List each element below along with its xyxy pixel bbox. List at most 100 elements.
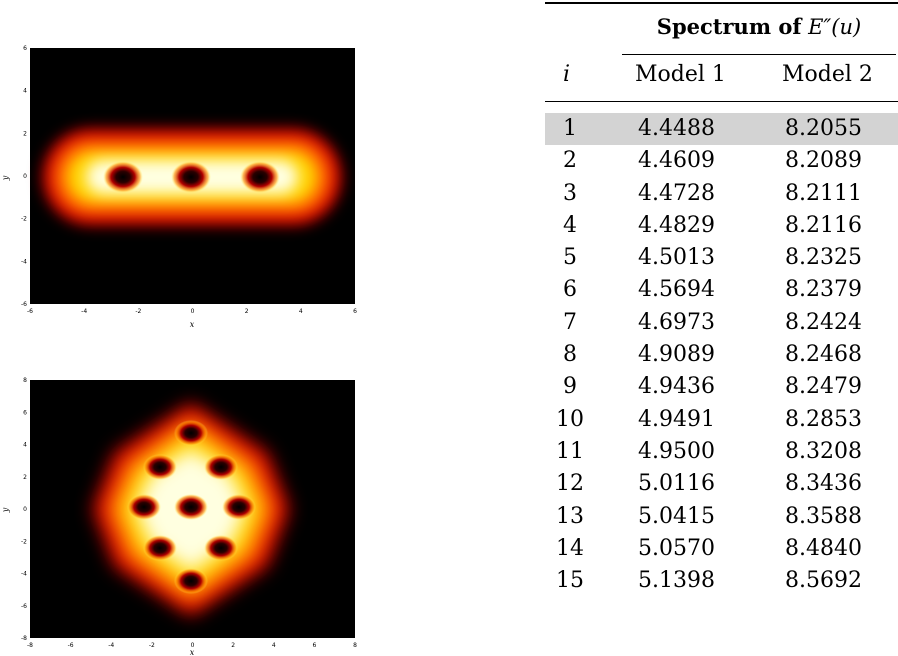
x-tick-label: -2 [135,308,141,315]
vortex [174,420,208,446]
cell-model2: 8.2853 [785,406,862,432]
heatmap-bottom: -8 -6 -4 -2 0 2 4 6 8 8 6 4 2 0 -2 -4 -6 -8 x y [0,372,360,656]
heatmap-top-svg: -6 -4 -2 0 2 4 6 6 4 2 0 -2 -4 -6 x y [1,45,357,329]
x-tick-label: 2 [231,642,235,649]
cell-index: 13 [556,503,584,529]
x-tick-label: 6 [312,642,316,649]
x-tick-label: -6 [27,308,33,315]
heatmap-top: -6 -4 -2 0 2 4 6 6 4 2 0 -2 -4 -6 x y [0,40,360,335]
y-tick-label: -4 [21,258,27,265]
vortex [174,568,208,594]
cell-index: 3 [563,180,577,206]
x-tick-label: -6 [68,642,74,649]
x-tick-label: 0 [191,642,195,649]
cell-index: 1 [563,116,577,141]
cell-model1: 5.0116 [638,471,715,497]
y-tick-label: -2 [21,538,27,545]
table-row: 9 4.9436 8.2479 [545,371,898,403]
y-tick-label: 2 [23,130,27,137]
heatmap-bottom-svg: -8 -6 -4 -2 0 2 4 6 8 8 6 4 2 0 -2 -4 -6 -8 x y [1,377,357,656]
table-row: 11 4.9500 8.3208 [545,436,898,468]
column-header-i: i [563,62,571,87]
cell-model1: 4.9491 [638,406,715,432]
table-row: 10 4.9491 8.2853 [545,404,898,436]
vortex [204,454,238,480]
y-tick-label: 0 [23,506,27,513]
x-tick-label: 4 [272,642,276,649]
y-axis-label: y [1,175,10,181]
table-row-highlighted: 1 4.4488 8.2055 [545,113,898,146]
cell-model2: 8.3588 [785,503,862,529]
y-tick-label: -6 [21,603,27,610]
cell-model1: 5.0570 [638,535,715,561]
table-row: 7 4.6973 8.2424 [545,307,898,339]
table-row: 15 5.1398 8.5692 [545,565,898,597]
y-tick-label: 2 [23,474,27,481]
x-tick-label: -8 [27,642,33,649]
x-tick-label: 2 [245,308,249,315]
x-tick-label: 0 [191,308,195,315]
table-row: 5 4.5013 8.2325 [545,242,898,274]
vortex [222,494,256,520]
x-tick-label: 8 [353,642,357,649]
cell-index: 15 [556,568,584,594]
y-tick-label: 4 [23,442,27,449]
y-tick-label: -8 [21,635,27,642]
cell-index: 6 [563,277,577,303]
table-row: 14 5.0570 8.4840 [545,533,898,565]
table-body: 1 4.4488 8.2055 2 4.4609 8.2089 3 4.4728 8.2111 4… [545,113,898,597]
cell-model2: 8.2116 [785,212,862,238]
group-title: Spectrum of [656,14,802,39]
cell-model2: 8.2479 [785,374,862,400]
cell-model1: 4.5694 [638,277,715,303]
vortex [103,161,143,193]
cell-model1: 4.9500 [638,438,715,464]
cell-model2: 8.3208 [785,438,862,464]
y-tick-label: -2 [21,216,27,223]
cell-model1: 5.1398 [638,568,715,594]
y-tick-label: -4 [21,571,27,578]
table-group-header: Spectrum of E″(u) [622,14,896,39]
cell-model2: 8.2325 [785,245,862,271]
vortex [240,161,280,193]
vortex [174,494,208,520]
cell-model1: 4.4488 [638,116,715,141]
vortex [204,535,238,561]
group-math: E″(u) [808,15,862,39]
x-axis-label: x [190,648,195,656]
cell-model1: 4.6973 [638,309,715,335]
y-tick-label: 6 [23,409,27,416]
cell-model2: 8.2055 [785,116,862,141]
vortex [127,494,161,520]
cell-model1: 4.5013 [638,245,715,271]
table-row: 13 5.0415 8.3588 [545,501,898,533]
y-tick-label: 6 [23,45,27,52]
y-tick-label: -6 [21,301,27,308]
cell-model1: 4.4829 [638,212,715,238]
cell-model2: 8.2424 [785,309,862,335]
cell-index: 12 [556,471,584,497]
cell-model2: 8.2468 [785,342,862,368]
cell-model1: 4.9089 [638,342,715,368]
vortex [143,454,177,480]
cell-model2: 8.4840 [785,535,862,561]
column-header-model2: Model 2 [782,62,873,87]
cell-index: 9 [563,374,577,400]
x-axis-label: x [190,320,195,329]
table-header-rule [545,101,898,102]
vortex [143,535,177,561]
cell-index: 2 [563,148,577,174]
x-tick-label: -4 [108,642,114,649]
cell-model2: 8.3436 [785,471,862,497]
table-top-rule [545,2,898,4]
cell-model1: 4.9436 [638,374,715,400]
cell-index: 14 [556,535,584,561]
cell-index: 4 [563,212,577,238]
table-group-rule [622,54,896,55]
y-tick-label: 0 [23,173,27,180]
cell-index: 5 [563,245,577,271]
cell-index: 11 [556,438,584,464]
y-axis-label: y [1,507,10,513]
cell-model2: 8.5692 [785,568,862,594]
column-header-model1: Model 1 [635,62,726,87]
